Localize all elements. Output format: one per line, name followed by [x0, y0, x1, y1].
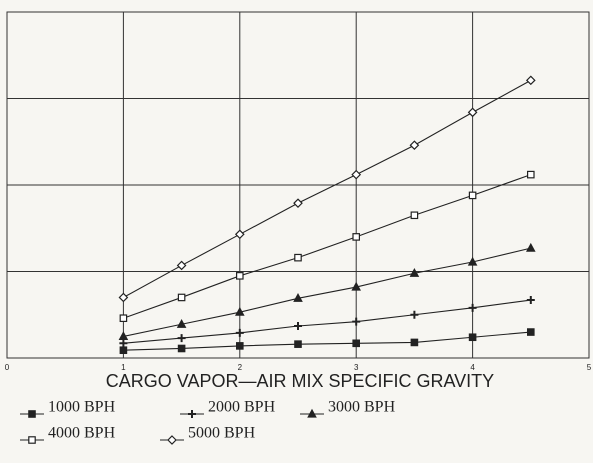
- marker: [467, 256, 478, 266]
- marker: [177, 344, 186, 353]
- marker: [351, 169, 362, 180]
- marker: [235, 328, 244, 337]
- marker: [351, 281, 362, 291]
- marker: [176, 260, 187, 271]
- series-line: [123, 331, 531, 351]
- legend-marker: [28, 436, 36, 444]
- marker: [526, 296, 535, 305]
- marker: [294, 253, 302, 262]
- x-tick-label: 4: [470, 363, 475, 372]
- marker: [526, 170, 535, 179]
- marker: [409, 267, 420, 277]
- series-line: [123, 174, 531, 319]
- x-tick-label: 2: [238, 363, 243, 372]
- legend-label: 3000 BPH: [328, 399, 396, 416]
- legend-marker: [28, 410, 36, 418]
- marker: [176, 319, 187, 328]
- marker: [294, 321, 302, 330]
- marker: [409, 140, 420, 151]
- x-tick-label: 0: [5, 363, 10, 372]
- legend-label: 1000 BPH: [48, 399, 116, 416]
- marker: [410, 338, 419, 347]
- x-tick-label: 5: [587, 363, 592, 372]
- marker: [410, 211, 419, 220]
- series-line: [123, 79, 532, 298]
- legend-label: 4000 BPH: [48, 425, 116, 442]
- legend-marker: [307, 408, 317, 418]
- marker: [352, 317, 361, 326]
- series-line: [123, 299, 531, 344]
- marker: [293, 198, 303, 209]
- marker: [526, 328, 535, 336]
- marker: [410, 310, 419, 319]
- marker: [525, 75, 536, 86]
- legend-marker: [188, 410, 196, 418]
- x-tick-label: 1: [121, 363, 126, 372]
- marker: [468, 333, 477, 342]
- marker: [234, 306, 245, 316]
- marker: [525, 242, 536, 252]
- legend-label: 5000 BPH: [188, 425, 256, 442]
- legend-marker: [167, 435, 177, 445]
- marker: [119, 314, 128, 323]
- series-line: [123, 247, 531, 337]
- marker: [467, 107, 478, 118]
- marker: [236, 342, 244, 350]
- marker: [177, 293, 186, 302]
- marker: [352, 339, 361, 348]
- marker: [236, 272, 244, 280]
- marker: [118, 292, 129, 303]
- x-axis-label: CARGO VAPOR—AIR MIX SPECIFIC GRAVITY: [106, 371, 494, 391]
- legend-label: 2000 BPH: [208, 399, 276, 416]
- marker: [468, 303, 477, 312]
- marker: [118, 331, 129, 340]
- marker: [119, 346, 128, 355]
- marker: [234, 229, 245, 240]
- marker: [294, 340, 302, 348]
- marker: [119, 339, 128, 348]
- x-tick-label: 3: [354, 363, 359, 372]
- marker: [468, 191, 477, 200]
- marker: [293, 293, 303, 302]
- marker: [177, 334, 186, 343]
- marker: [352, 233, 361, 241]
